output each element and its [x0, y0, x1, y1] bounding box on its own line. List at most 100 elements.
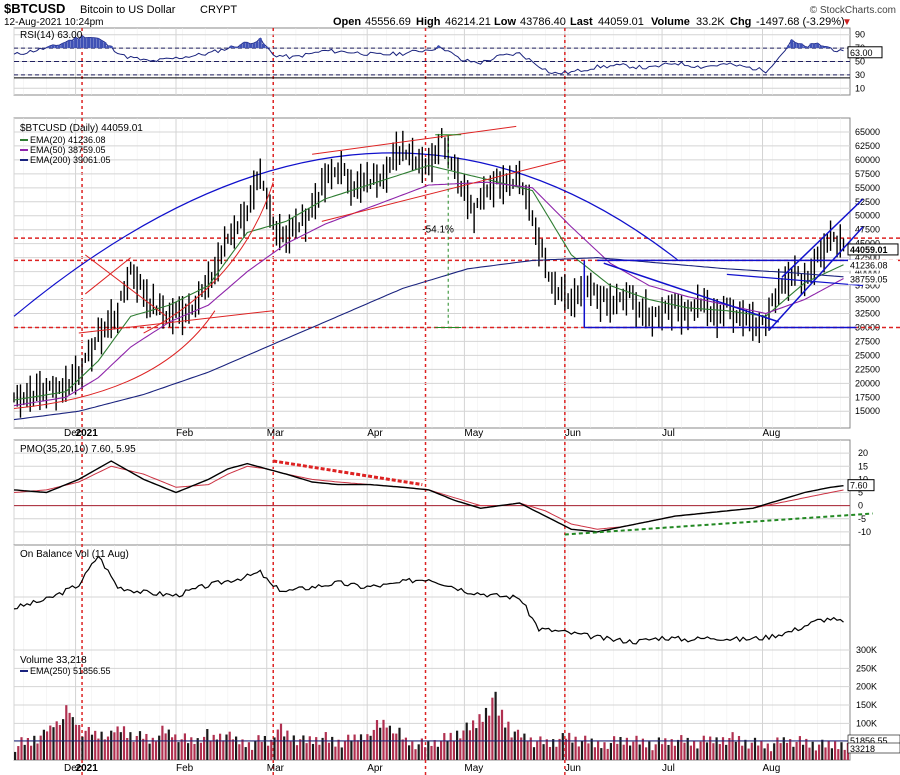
volume-bar [635, 735, 638, 760]
volume-bar [718, 744, 721, 760]
volume-bar [513, 731, 516, 760]
price-tick-label: 57500 [855, 169, 880, 179]
volume-bar [542, 744, 545, 760]
low-value: 43786.40 [520, 16, 566, 28]
volume-bar [430, 745, 433, 760]
volume-bar [119, 732, 122, 760]
pmo-green-trendline [564, 512, 873, 536]
volume-bar [536, 741, 539, 760]
volume-bar [417, 744, 420, 760]
low-label: Low [494, 16, 516, 28]
volume-bar [590, 738, 593, 760]
volume-bar [311, 743, 315, 760]
x-axis-label: Aug [763, 428, 781, 439]
price-tag-label: 38759.05 [850, 275, 888, 285]
open-label: Open [333, 16, 361, 28]
volume-bar [782, 737, 785, 760]
volume-bar [161, 725, 164, 760]
price-tick-label: 52500 [855, 197, 880, 207]
volume-bar [523, 733, 526, 760]
volume-bar [276, 729, 279, 760]
volume-bar [65, 705, 68, 760]
x-axis-label: May [464, 428, 483, 439]
volume-tick-label: 150K [856, 700, 877, 710]
volume-bar [712, 743, 715, 760]
volume-bar [17, 746, 20, 760]
volume-bar [26, 738, 29, 760]
volume-bar [363, 740, 366, 760]
volume-bar [126, 738, 129, 760]
volume-bar [484, 707, 488, 760]
x-axis-label: Jul [662, 763, 675, 774]
volume-bar [100, 731, 103, 760]
volume-bar [68, 712, 71, 760]
x-axis-label: Dec [64, 763, 82, 774]
volume-tick-label: 300K [856, 645, 877, 655]
price-tag [847, 243, 899, 256]
volume-bar [830, 748, 833, 760]
x-axis-label: 2021 [76, 763, 99, 774]
volume-bar [356, 740, 359, 760]
price-tag-label: 41236.08 [850, 261, 888, 271]
price-tick-label: 40000 [855, 267, 880, 277]
volume-bar [231, 739, 234, 760]
volume-bar [728, 738, 731, 760]
volume-bar [122, 726, 126, 760]
legend-entry: EMA(20) 41236.08 [30, 135, 106, 145]
volume-bar [164, 733, 167, 760]
volume-bar [270, 739, 273, 760]
volume-value: 33.2K [696, 16, 725, 28]
volume-bar [132, 741, 135, 760]
legend-entry: EMA(200) 39061.05 [30, 155, 111, 165]
pmo-tick-label: 20 [858, 448, 868, 458]
volume-bar [305, 743, 308, 760]
price-tag [848, 273, 898, 285]
volume-bar [78, 724, 81, 760]
volume-bar [526, 741, 529, 760]
rsi-label: RSI(14) 63.00 [20, 30, 83, 41]
volume-bar [843, 749, 846, 760]
volume-bar [587, 743, 590, 760]
price-tick-label: 32500 [855, 308, 880, 318]
volume-bar [837, 749, 840, 760]
volume-bar [808, 747, 811, 760]
volume-bar [414, 749, 417, 760]
rsi-value-tag [847, 46, 883, 59]
volume-bar [609, 743, 612, 760]
volume-bar [613, 736, 616, 760]
pmo-tick-label: -10 [858, 527, 871, 537]
volume-bar [548, 746, 552, 760]
volume-bar [180, 739, 183, 760]
volume-bar [148, 743, 151, 760]
volume-bar [369, 735, 372, 760]
volume-bar [734, 741, 737, 760]
volume-bar [74, 724, 78, 760]
x-axis-label: Apr [367, 763, 383, 774]
price-tick-label: 47500 [855, 225, 880, 235]
volume-bar [129, 732, 132, 760]
volume-bar [263, 735, 266, 760]
volume-bar [20, 737, 23, 760]
volume-bar [645, 747, 648, 760]
volume-bar [327, 742, 331, 760]
pmo-tick-label: 5 [858, 488, 863, 498]
volume-bar [318, 744, 321, 760]
volume-bar [299, 739, 302, 760]
volume-bar [350, 740, 353, 760]
volume-bar [785, 742, 789, 760]
volume-bar [385, 727, 388, 760]
volume-bar [251, 749, 254, 760]
volume-bar [273, 737, 276, 760]
volume-bar [212, 734, 215, 760]
volume-bar [769, 751, 773, 760]
red-line [312, 125, 517, 155]
ema-line-ema200 [13, 257, 844, 421]
volume-bar [491, 697, 494, 760]
volume-bar [440, 740, 443, 760]
x-axis-label: Jul [662, 428, 675, 439]
volume-bar [145, 733, 148, 760]
volume-bar [468, 730, 471, 760]
price-tick-label: 25000 [855, 350, 880, 360]
volume-bar [154, 741, 158, 760]
measure-annotation: -54.1% [422, 225, 454, 236]
